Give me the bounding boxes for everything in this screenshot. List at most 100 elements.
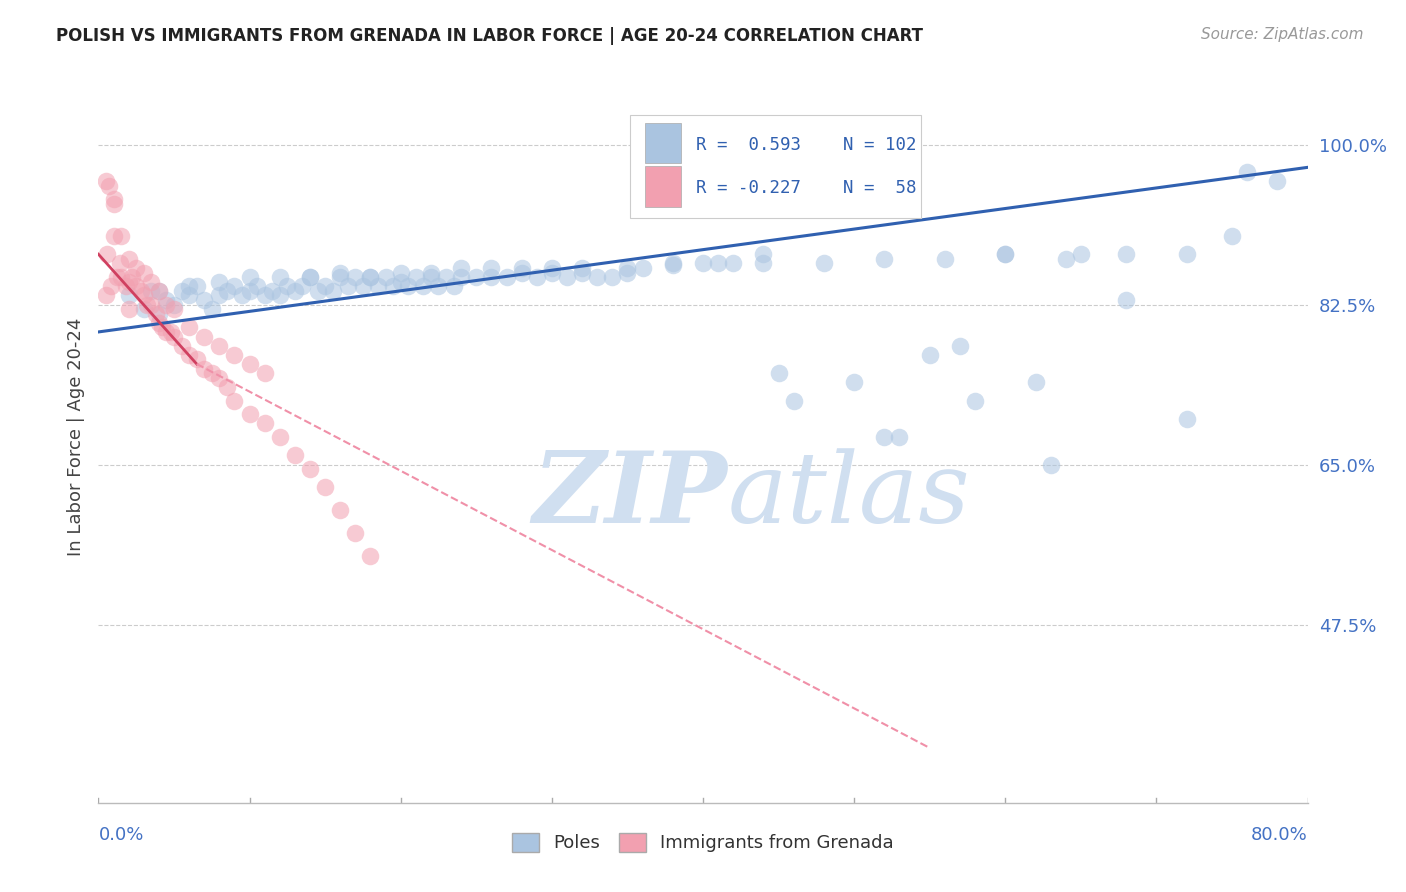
Point: [276, 279, 298, 293]
Point: [148, 307, 170, 321]
Point: [510, 266, 533, 280]
Point: [344, 270, 367, 285]
Point: [284, 448, 307, 462]
Point: [752, 247, 775, 261]
Point: [253, 417, 276, 431]
Point: [269, 430, 291, 444]
Point: [103, 197, 125, 211]
Point: [322, 284, 344, 298]
Point: [586, 270, 609, 285]
Point: [145, 307, 167, 321]
Point: [707, 256, 730, 270]
Point: [450, 260, 472, 275]
Point: [481, 270, 503, 285]
Bar: [645, 167, 682, 207]
Point: [783, 393, 806, 408]
Point: [352, 279, 374, 293]
Point: [616, 260, 638, 275]
Point: [186, 352, 208, 367]
Point: [1236, 165, 1258, 179]
Point: [889, 430, 911, 444]
Point: [571, 260, 593, 275]
Point: [224, 348, 246, 362]
Point: [360, 270, 382, 285]
Text: atlas: atlas: [727, 448, 970, 543]
Point: [949, 338, 972, 352]
Point: [105, 270, 128, 285]
Point: [132, 301, 155, 317]
Point: [110, 228, 132, 243]
Point: [269, 270, 291, 285]
Point: [179, 288, 201, 302]
Point: [114, 279, 136, 293]
Point: [193, 329, 215, 343]
Bar: [645, 122, 682, 163]
Point: [526, 270, 548, 285]
Point: [118, 275, 141, 289]
Point: [125, 279, 148, 293]
Point: [193, 293, 215, 307]
Point: [121, 270, 143, 285]
Point: [1115, 293, 1137, 307]
Point: [269, 288, 291, 302]
Point: [412, 279, 434, 293]
Point: [299, 270, 322, 285]
Point: [1220, 228, 1243, 243]
Point: [96, 247, 118, 261]
Point: [918, 348, 941, 362]
Point: [155, 297, 177, 311]
Point: [1054, 252, 1077, 266]
Point: [367, 279, 389, 293]
Point: [129, 284, 152, 298]
Point: [141, 297, 163, 311]
Point: [215, 284, 238, 298]
Point: [94, 174, 117, 188]
Point: [465, 270, 488, 285]
Point: [329, 270, 352, 285]
Point: [631, 260, 654, 275]
Text: ZIP: ZIP: [533, 448, 727, 544]
Bar: [630, 115, 921, 218]
Point: [427, 279, 450, 293]
Point: [253, 288, 276, 302]
Point: [1175, 247, 1198, 261]
Point: [291, 279, 314, 293]
Point: [768, 366, 790, 380]
Point: [540, 266, 562, 280]
Point: [360, 549, 382, 563]
Point: [163, 301, 186, 317]
Point: [193, 361, 215, 376]
Point: [155, 325, 177, 339]
Point: [163, 329, 186, 343]
Point: [299, 270, 322, 285]
Point: [481, 260, 503, 275]
Point: [329, 266, 352, 280]
Point: [661, 256, 683, 270]
Point: [148, 284, 170, 298]
Point: [723, 256, 745, 270]
Point: [434, 270, 457, 285]
Point: [1175, 412, 1198, 426]
Point: [186, 279, 208, 293]
Point: [329, 503, 352, 517]
Point: [125, 260, 148, 275]
Point: [215, 380, 238, 394]
Point: [239, 407, 262, 421]
Point: [692, 256, 714, 270]
Point: [540, 260, 562, 275]
Point: [389, 266, 412, 280]
Point: [844, 376, 866, 390]
Point: [510, 260, 533, 275]
Text: Source: ZipAtlas.com: Source: ZipAtlas.com: [1201, 27, 1364, 42]
Point: [208, 275, 231, 289]
Point: [160, 325, 183, 339]
Point: [108, 256, 131, 270]
Point: [179, 320, 201, 334]
Point: [239, 284, 262, 298]
Text: R =  0.593    N = 102: R = 0.593 N = 102: [696, 136, 917, 153]
Point: [873, 252, 896, 266]
Point: [495, 270, 517, 285]
Text: POLISH VS IMMIGRANTS FROM GRENADA IN LABOR FORCE | AGE 20-24 CORRELATION CHART: POLISH VS IMMIGRANTS FROM GRENADA IN LAB…: [56, 27, 924, 45]
Point: [208, 370, 231, 384]
Text: R = -0.227    N =  58: R = -0.227 N = 58: [696, 179, 917, 197]
